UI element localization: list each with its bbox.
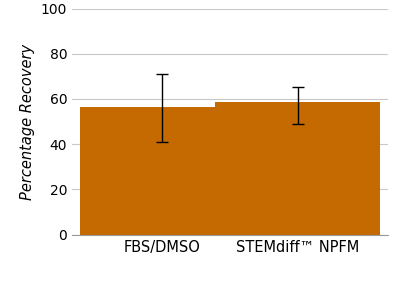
Bar — [80, 107, 245, 235]
Bar — [215, 102, 380, 235]
Y-axis label: Percentage Recovery: Percentage Recovery — [20, 43, 35, 200]
